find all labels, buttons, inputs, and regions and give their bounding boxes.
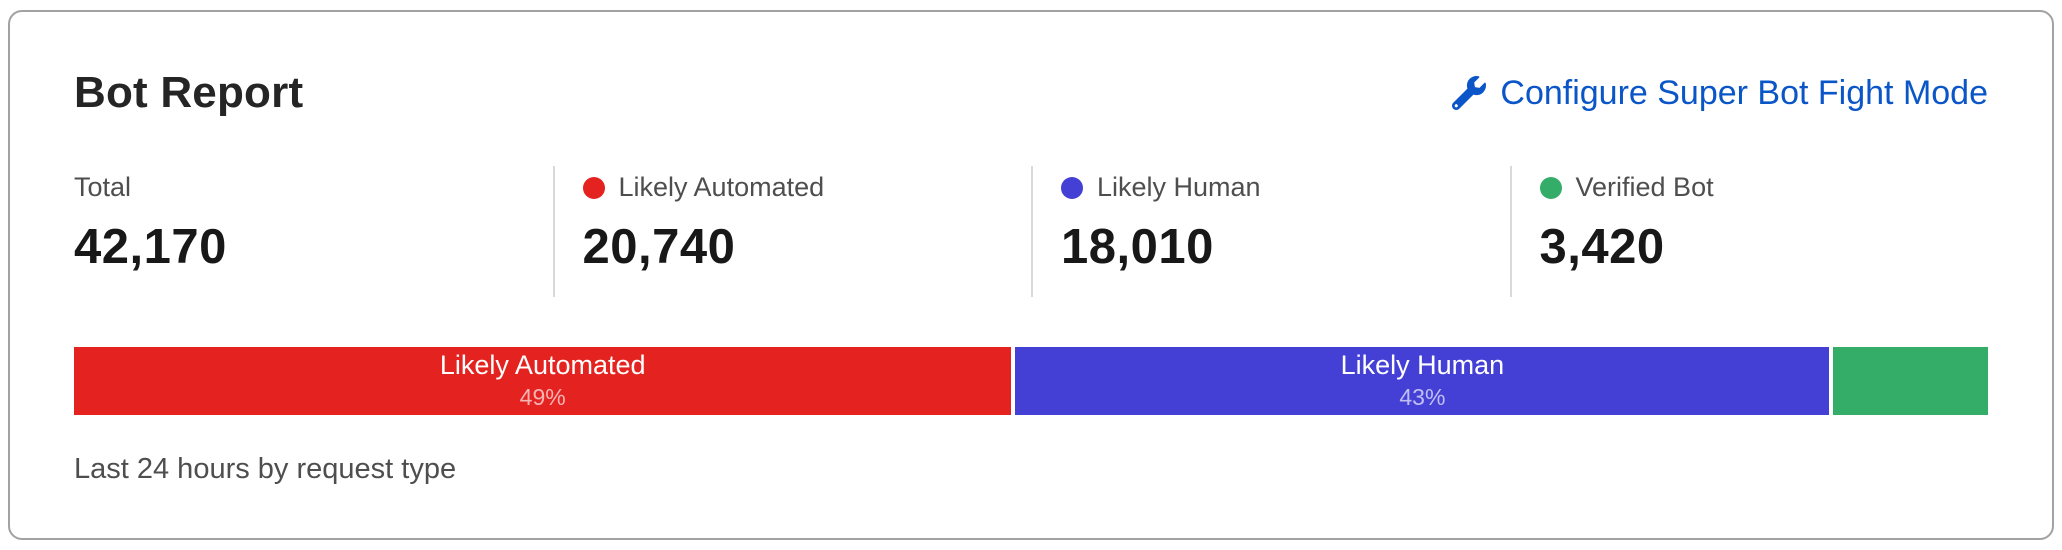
card-header: Bot Report Configure Super Bot Fight Mod… — [74, 68, 1988, 118]
stat-label-row: Total — [74, 172, 553, 203]
segment-percent: 43% — [1399, 384, 1446, 411]
legend-dot-icon — [1539, 176, 1562, 199]
bot-report-card: Bot Report Configure Super Bot Fight Mod… — [8, 10, 2054, 540]
configure-super-bot-fight-mode-link[interactable]: Configure Super Bot Fight Mode — [1452, 74, 1988, 113]
segment-label: Likely Human — [1340, 350, 1505, 381]
configure-link-label: Configure Super Bot Fight Mode — [1500, 73, 1988, 112]
bar-segment-verified-bot — [1833, 347, 1988, 415]
stat-likely-human: Likely Human 18,010 — [1031, 166, 1510, 297]
stat-likely-automated: Likely Automated 20,740 — [552, 166, 1032, 297]
page-title: Bot Report — [74, 68, 304, 117]
stat-label: Likely Automated — [618, 172, 825, 202]
legend-dot-icon — [1061, 176, 1083, 199]
legend-dot-icon — [582, 176, 605, 199]
stat-value: 18,010 — [1061, 220, 1214, 274]
wrench-icon — [1452, 76, 1487, 110]
segment-label: Likely Automated — [439, 350, 646, 381]
bar-segment-likely-automated: Likely Automated 49% — [74, 347, 1012, 415]
stat-label-row: Likely Automated — [582, 172, 1032, 203]
segment-percent: 49% — [519, 384, 566, 411]
stat-total: Total 42,170 — [74, 166, 553, 297]
stat-value: 3,420 — [1539, 220, 1665, 274]
stacked-bar-chart: Likely Automated 49% Likely Human 43% — [74, 347, 1988, 415]
stat-verified-bot: Verified Bot 3,420 — [1509, 166, 1989, 297]
stat-label-row: Likely Human — [1061, 172, 1510, 203]
bar-segment-likely-human: Likely Human 43% — [1015, 347, 1830, 415]
stat-label: Likely Human — [1097, 172, 1261, 202]
stat-value: 42,170 — [74, 220, 227, 274]
stat-label: Total — [74, 172, 132, 202]
stat-label-row: Verified Bot — [1539, 172, 1989, 203]
stats-row: Total 42,170 Likely Automated 20,740 Lik… — [74, 166, 1988, 297]
time-range-caption: Last 24 hours by request type — [74, 453, 457, 485]
stat-label: Verified Bot — [1575, 172, 1714, 202]
stat-value: 20,740 — [582, 220, 736, 274]
